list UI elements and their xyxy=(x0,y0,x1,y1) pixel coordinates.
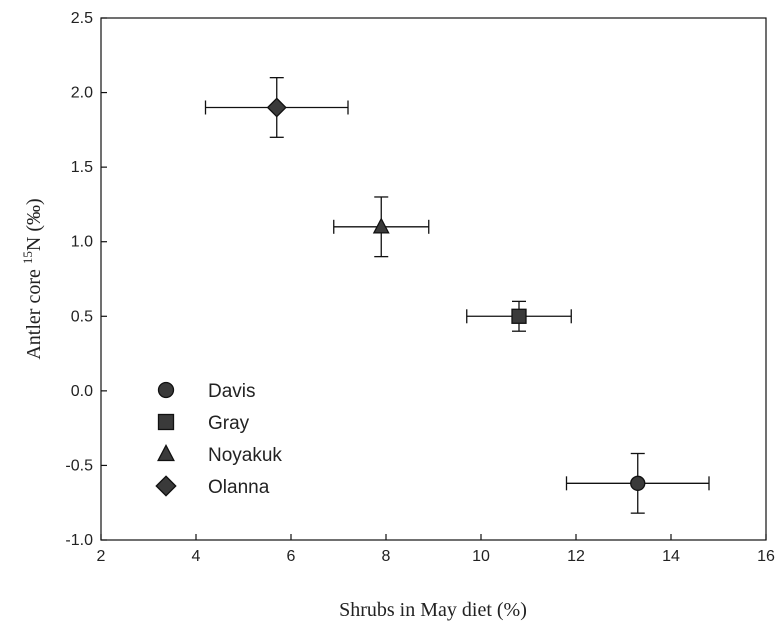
x-tick-label: 10 xyxy=(472,548,490,565)
data-point-noyakuk xyxy=(333,196,430,258)
x-tick-label: 8 xyxy=(382,548,391,565)
y-tick-label: 0.5 xyxy=(71,308,93,325)
legend-item-olanna: Olanna xyxy=(155,475,270,498)
x-tick-label: 2 xyxy=(97,548,106,565)
data-points xyxy=(204,77,710,514)
legend-item-davis: Davis xyxy=(157,381,256,402)
y-tick-label: 2.5 xyxy=(71,10,93,27)
y-tick-label: 0.0 xyxy=(71,383,93,400)
marker-square xyxy=(511,308,527,324)
legend-label: Olanna xyxy=(208,477,270,498)
legend-marker-square xyxy=(157,413,175,431)
y-tick-label: 1.5 xyxy=(71,159,93,176)
x-tick-label: 4 xyxy=(192,548,201,565)
x-tick-label: 16 xyxy=(757,548,775,565)
x-axis-ticks: 2 4 6 8 10 12 14 16 xyxy=(97,534,775,565)
x-axis-title: Shrubs in May diet (%) xyxy=(339,599,527,621)
y-tick-label: -1.0 xyxy=(65,532,93,549)
legend-label: Noyakuk xyxy=(208,445,282,466)
plot-frame xyxy=(100,17,767,541)
x-tick-label: 14 xyxy=(662,548,680,565)
data-point-olanna xyxy=(204,77,349,138)
legend-item-gray: Gray xyxy=(157,413,250,434)
y-tick-label: 2.0 xyxy=(71,85,93,102)
x-tick-label: 12 xyxy=(567,548,585,565)
legend-item-noyakuk: Noyakuk xyxy=(157,443,282,466)
legend-marker-diamond xyxy=(155,475,177,497)
marker-diamond xyxy=(266,97,287,118)
legend-marker-circle xyxy=(157,381,175,399)
y-tick-label: 1.0 xyxy=(71,234,93,251)
legend-marker-triangle xyxy=(157,443,175,462)
data-point-gray xyxy=(466,300,572,332)
legend: Davis Gray Noyakuk Olanna xyxy=(155,381,282,498)
y-tick-label: -0.5 xyxy=(65,457,93,474)
y-axis-ticks: -1.0 -0.5 0.0 0.5 1.0 1.5 2.0 2.5 xyxy=(65,10,107,549)
data-point-davis xyxy=(565,452,710,514)
marker-circle xyxy=(630,475,646,491)
legend-label: Gray xyxy=(208,413,250,434)
y-axis-title: Antler core 15N (‰) xyxy=(20,198,45,359)
legend-label: Davis xyxy=(208,381,256,402)
marker-triangle xyxy=(372,217,390,234)
x-tick-label: 6 xyxy=(287,548,296,565)
